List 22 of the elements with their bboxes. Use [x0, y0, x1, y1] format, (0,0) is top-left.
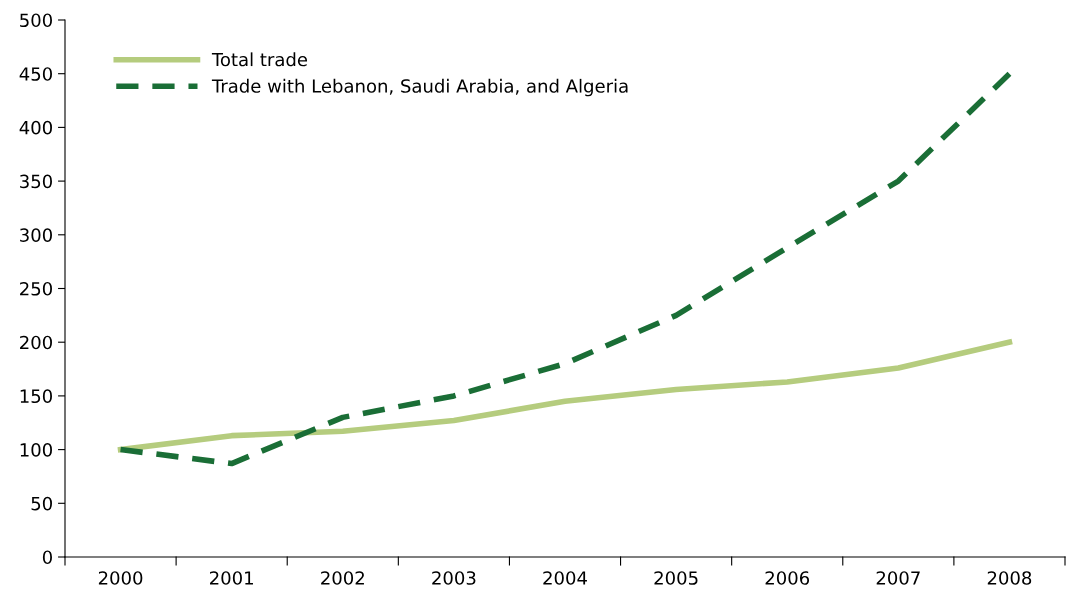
y-tick-label: 0	[42, 550, 52, 565]
y-tick-label: 300	[20, 228, 52, 242]
y-tick-label: 250	[20, 281, 52, 296]
y-tick-label: 400	[19, 120, 52, 135]
x-tick-label: 2004	[543, 571, 587, 585]
x-tick-label: 2006	[765, 571, 810, 585]
y-tick-label: 500	[20, 13, 52, 28]
x-tick-label: 2000	[98, 571, 143, 585]
x-tick-label: 2007	[876, 571, 920, 585]
y-tick-label: 100	[20, 443, 52, 457]
x-tick-label: 2008	[987, 571, 1032, 585]
y-tick-label: 350	[20, 174, 52, 189]
y-tick-label: 50	[31, 496, 52, 511]
y-tick-label: 450	[19, 67, 52, 81]
legend-label: Trade with Lebanon, Saudi Arabia, and Algeria	[211, 78, 628, 97]
x-tick-label: 2002	[321, 571, 364, 585]
y-tick-label: 150	[20, 389, 52, 404]
x-tick-label: 2001	[210, 571, 253, 585]
x-tick-label: 2003	[432, 571, 476, 585]
y-tick-label: 200	[20, 335, 52, 350]
x-tick-label: 2005	[654, 571, 698, 585]
legend-label: Total trade	[211, 52, 308, 67]
